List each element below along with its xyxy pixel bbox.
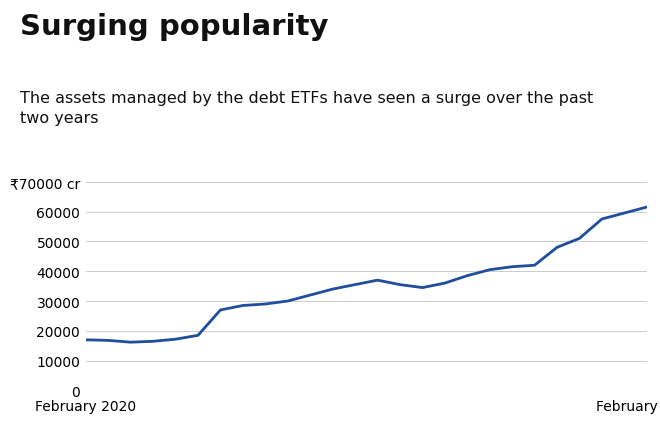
Text: The assets managed by the debt ETFs have seen a surge over the past
two years: The assets managed by the debt ETFs have… (20, 91, 593, 126)
Text: Surging popularity: Surging popularity (20, 13, 328, 41)
